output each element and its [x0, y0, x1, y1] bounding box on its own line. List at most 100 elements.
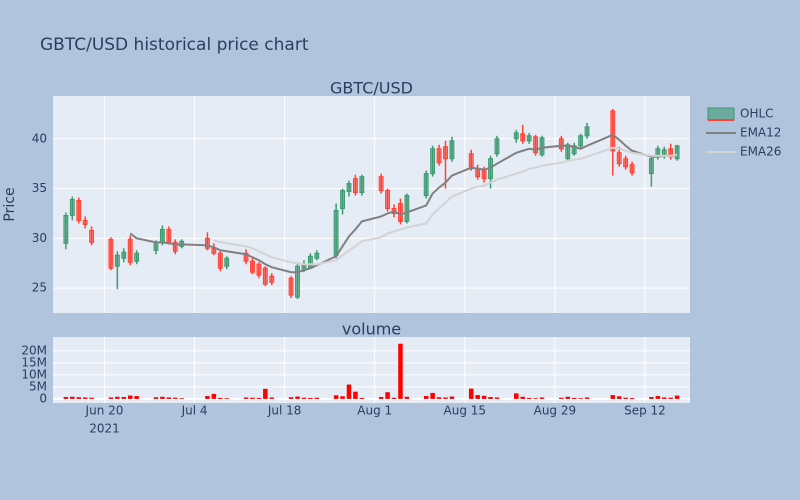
volume-bar — [314, 397, 320, 399]
volume-bar — [584, 397, 590, 399]
subplot-title: GBTC/USD — [330, 79, 413, 98]
volume-bar — [468, 388, 474, 399]
volume-bar — [571, 397, 577, 399]
candle-body — [513, 132, 519, 140]
volume-bar — [63, 397, 69, 399]
plot-area — [53, 337, 690, 403]
y-tick-label: 0 — [39, 391, 47, 405]
candle-body — [63, 214, 69, 244]
candle-body — [114, 254, 120, 267]
volume-bar — [224, 398, 229, 399]
candle-body — [153, 241, 159, 251]
candle-body — [224, 257, 230, 267]
volume-bar — [475, 395, 480, 399]
volume-bar — [385, 392, 390, 399]
y-tick-label: 35 — [32, 181, 47, 195]
volume-bar — [481, 395, 487, 399]
candle-body — [340, 190, 345, 209]
candle-body — [262, 267, 268, 285]
candle-body — [526, 135, 532, 142]
candle-body — [250, 260, 255, 273]
candle-body — [256, 263, 262, 276]
y-tick-label: 30 — [32, 231, 47, 245]
candle-body — [494, 138, 500, 155]
volume-bar — [668, 397, 673, 399]
candle-body — [430, 148, 436, 175]
candle-body — [295, 265, 300, 298]
legend-label: OHLC — [740, 107, 774, 121]
volume-bar — [121, 397, 127, 399]
candle-body — [481, 170, 487, 180]
volume-bar — [404, 396, 410, 399]
volume-bar — [301, 397, 307, 399]
legend-label: EMA26 — [740, 145, 781, 159]
volume-bar — [662, 397, 667, 399]
x-tick-label: Aug 15 — [444, 404, 487, 418]
volume-bar — [308, 397, 313, 399]
volume-bar — [616, 396, 622, 399]
candle-body — [82, 219, 88, 225]
volume-bar — [179, 398, 184, 399]
subplot-title: volume — [342, 320, 401, 339]
candle-body — [468, 153, 474, 170]
candle-body — [520, 133, 526, 142]
candle-body — [333, 209, 339, 256]
volume-bar — [340, 396, 345, 399]
volume-bar — [218, 397, 223, 399]
volume-bar — [160, 396, 165, 399]
ema-line — [129, 133, 678, 274]
candle-body — [378, 176, 384, 192]
volume-bar — [391, 397, 397, 399]
candle-body — [616, 152, 622, 165]
volume-bar — [153, 397, 159, 399]
volume-bar — [526, 397, 532, 399]
candle-body — [359, 176, 365, 194]
x-year-label: 2021 — [89, 422, 120, 436]
candle-body — [314, 252, 320, 259]
legend-label: EMA12 — [740, 126, 781, 140]
volume-bar — [76, 397, 81, 399]
volume-bar — [610, 395, 616, 399]
volume-bar — [674, 395, 680, 399]
candle-body — [288, 277, 294, 296]
volume-bar — [263, 388, 268, 399]
candle-body — [558, 138, 564, 150]
volume-bar — [449, 396, 455, 399]
volume-bar — [430, 392, 435, 399]
y-tick-label: 40 — [32, 131, 47, 145]
volume-bar — [423, 396, 429, 399]
candle-body — [211, 247, 217, 254]
volume-bar — [82, 397, 88, 399]
candle-body — [346, 183, 352, 193]
volume-bar — [629, 397, 635, 399]
candle-body — [584, 126, 590, 137]
candle-body — [610, 110, 616, 152]
candle-body — [204, 237, 210, 249]
volume-bar — [623, 397, 628, 399]
x-tick-label: Aug 1 — [357, 404, 392, 418]
volume-bar — [70, 396, 75, 399]
candle-body — [539, 137, 545, 156]
volume-bar — [333, 395, 339, 399]
x-tick-label: Jul 4 — [181, 404, 208, 418]
candle-body — [134, 252, 140, 262]
volume-bar — [134, 396, 139, 399]
candle-body — [166, 228, 172, 243]
volume-bar — [436, 397, 442, 399]
candle-body — [307, 255, 313, 269]
volume-bar — [443, 397, 448, 399]
y-tick-label: 15M — [21, 355, 47, 369]
candle-body — [352, 178, 358, 194]
candle-body — [623, 158, 629, 168]
candle-body — [172, 241, 178, 252]
candle-body — [76, 200, 82, 221]
x-tick-label: Sep 12 — [624, 404, 666, 418]
volume-bar — [514, 393, 519, 399]
y-tick-label: 20M — [21, 343, 47, 357]
volume-bar — [565, 396, 570, 399]
volume-bar — [539, 397, 545, 399]
candle-body — [443, 146, 448, 160]
candle-body — [269, 275, 275, 283]
candle-body — [385, 190, 391, 209]
